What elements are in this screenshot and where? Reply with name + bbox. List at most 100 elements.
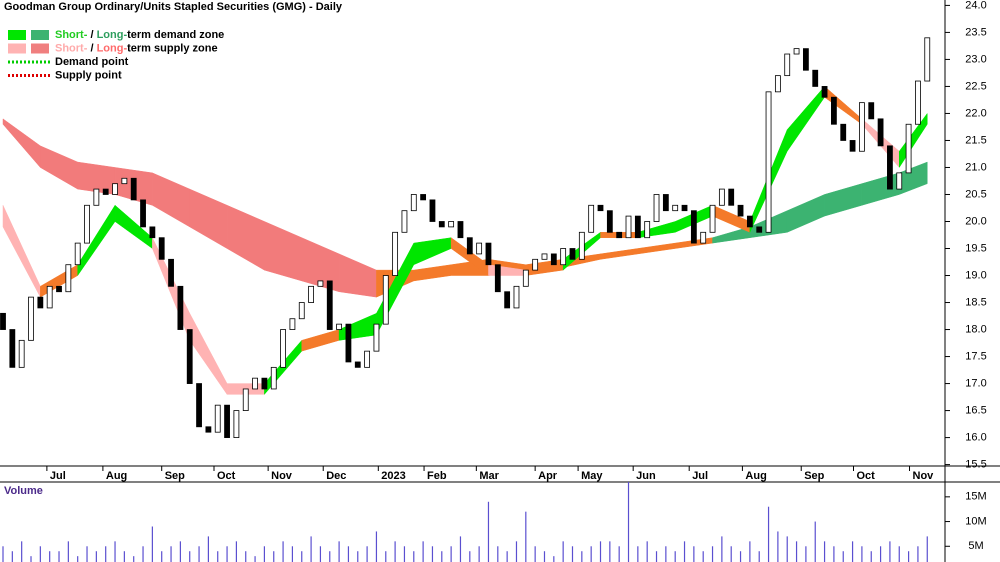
candle-body (718, 188, 725, 206)
x-tick-label: Dec (326, 470, 346, 482)
candle-body (373, 323, 380, 352)
y-tick-label: 16.0 (965, 431, 986, 443)
candle-body (28, 296, 34, 341)
candle-body (494, 264, 501, 293)
candle-body (896, 172, 903, 190)
candle-body (905, 123, 912, 174)
candle-body (774, 75, 781, 93)
legend-part: Short- (55, 42, 88, 54)
candle-body (737, 204, 744, 217)
candle-body (37, 296, 44, 309)
candle-body (532, 258, 539, 271)
candle-body (420, 194, 427, 201)
candle-body (112, 183, 118, 195)
y-tick-label: 16.5 (965, 404, 986, 416)
candle-body (457, 221, 464, 239)
candle-body (765, 91, 772, 233)
y-tick-label: 20.5 (965, 188, 986, 200)
x-tick-label: 2023 (381, 470, 405, 482)
candle-body (840, 123, 847, 141)
candle-body (831, 96, 837, 125)
candle-body (280, 329, 286, 368)
chart-title: Goodman Group Ordinary/Units Stapled Sec… (4, 1, 343, 13)
legend-swatch (31, 30, 49, 40)
candle-body (513, 285, 520, 309)
legend-swatch (31, 43, 49, 54)
candle-body (485, 242, 492, 266)
y-tick-label: 21.5 (965, 134, 986, 146)
x-tick-label: Oct (217, 470, 236, 482)
candle-body (924, 37, 931, 82)
candle-body (74, 242, 81, 266)
candle-body (317, 280, 324, 287)
candle-body (438, 221, 445, 228)
candle-body (756, 226, 763, 233)
candle-body (46, 285, 53, 309)
candle-body (270, 366, 277, 390)
candle-body (793, 48, 800, 55)
candle-body (662, 194, 669, 212)
candle-body (653, 194, 660, 222)
candle-body (504, 291, 511, 309)
legend-part: Long- (97, 42, 128, 54)
x-tick-label: Jul (50, 470, 66, 482)
candle-body (196, 383, 202, 428)
y-tick-label: 17.0 (965, 377, 986, 389)
x-tick-label: May (581, 470, 603, 482)
x-tick-label: Nov (913, 470, 935, 482)
candle-body (252, 377, 258, 390)
candle-body (597, 204, 604, 212)
x-tick-label: Aug (745, 470, 766, 482)
x-tick-label: Apr (538, 470, 558, 482)
legend-label: Supply point (55, 69, 122, 81)
candle-body (205, 426, 212, 433)
candle-body (868, 102, 875, 120)
y-tick-label: 23.0 (965, 53, 986, 65)
candle-body (345, 323, 352, 363)
candle-body (233, 410, 240, 438)
y-tick-label: 19.5 (965, 242, 986, 254)
candle-body (887, 145, 893, 190)
candle-body (140, 199, 146, 228)
legend-part: term demand zone (127, 29, 224, 41)
candle-body (802, 48, 809, 71)
candle-body (550, 253, 557, 266)
candle-body (709, 204, 716, 233)
x-tick-label: Feb (427, 470, 447, 482)
y-tick-label: 24.0 (965, 0, 986, 11)
volume-label: Volume (4, 485, 43, 497)
candle-body (214, 404, 221, 433)
candle-body (877, 118, 884, 147)
candle-body (476, 242, 483, 255)
x-tick-label: Oct (857, 470, 876, 482)
legend-part: Supply point (55, 69, 122, 81)
y-tick-label: 23.5 (965, 26, 986, 38)
candle-body (634, 215, 641, 239)
candle-body (392, 231, 399, 276)
y-tick-label: 21.0 (965, 161, 986, 173)
candle-body (364, 350, 371, 368)
candle-body (289, 318, 296, 330)
y-tick-label: 15.5 (965, 459, 986, 471)
candle-body (149, 226, 156, 239)
legend-part: / (87, 29, 96, 41)
candle-body (121, 177, 128, 185)
x-tick-label: Aug (106, 470, 127, 482)
candle-body (522, 269, 529, 287)
candle-body (588, 204, 595, 233)
candle-body (672, 204, 679, 212)
x-tick-label: Sep (804, 470, 824, 482)
volume-tick-label: 5M (968, 540, 983, 552)
y-tick-label: 18.5 (965, 296, 986, 308)
x-tick-label: Sep (165, 470, 185, 482)
candle-body (812, 69, 819, 87)
candle-body (326, 280, 333, 330)
candle-body (569, 248, 576, 260)
volume-tick-label: 10M (965, 515, 986, 527)
x-tick-label: Nov (271, 470, 293, 482)
legend-label: Short- / Long-term demand zone (55, 29, 224, 41)
candle-body (849, 140, 856, 152)
candle-body (821, 86, 828, 98)
candle-body (93, 188, 100, 206)
candle-body (410, 194, 417, 212)
